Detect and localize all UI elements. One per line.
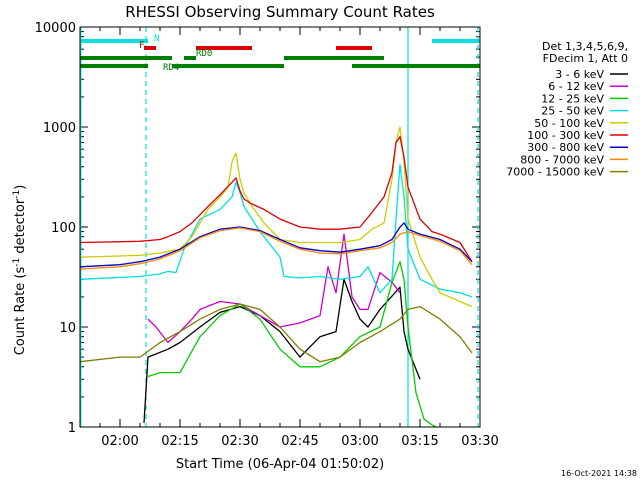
y-tick-label: 1000 xyxy=(43,121,76,136)
series-line-50-100-kev xyxy=(79,126,473,308)
x-tick-label: 02:45 xyxy=(281,434,318,449)
series-line-800-7000-kev xyxy=(79,227,473,270)
plot-area: 1 10 100 1000 10000 02:00 02:15 02:30 02:45 03:00… xyxy=(35,21,499,449)
flag-label-rd0: RD0 xyxy=(196,49,212,59)
series-line-25-50-kev xyxy=(79,164,473,298)
legend-label-50-100-kev: 50 - 100 keV xyxy=(534,117,604,130)
y-axis-label-part1: Count Rate (s xyxy=(13,267,28,356)
legend-label-12-25-kev: 12 - 25 keV xyxy=(541,92,604,105)
y-axis-title: Count Rate (s-1 detector-1) xyxy=(12,185,28,356)
y-tick-label: 1 xyxy=(68,421,76,436)
series-line-300-800-kev xyxy=(79,222,473,268)
x-tick-label: 03:30 xyxy=(461,434,498,449)
y-axis-label-sup2: -1 xyxy=(12,190,22,199)
plot-frame xyxy=(79,26,481,428)
series-line-7000-15000-kev xyxy=(79,303,473,363)
y-axis-label-sup1: -1 xyxy=(12,258,22,267)
x-tick-label: 03:15 xyxy=(401,434,438,449)
legend: Det 1,3,4,5,6,9,FDecim 1, Att 0 3 - 6 keV… xyxy=(506,40,628,179)
y-tick-label: 10000 xyxy=(35,21,76,36)
legend-label-300-800-kev: 300 - 800 keV xyxy=(527,141,604,154)
series-line-3-6-kev xyxy=(143,278,421,423)
series-line-12-25-kev xyxy=(147,261,437,428)
chart-title: RHESSI Observing Summary Count Rates xyxy=(125,3,435,21)
flag-label-n: N xyxy=(154,34,159,44)
y-axis-label-part3: ) xyxy=(13,185,28,190)
legend-header-line: Det 1,3,4,5,6,9, xyxy=(542,40,628,53)
legend-label-6-12-kev: 6 - 12 keV xyxy=(548,80,604,93)
legend-header-line: FDecim 1, Att 0 xyxy=(543,52,628,65)
x-tick-label: 02:30 xyxy=(221,434,258,449)
x-tick-label: 03:00 xyxy=(341,434,378,449)
series-line-6-12-kev xyxy=(147,233,401,344)
series-line-100-300-kev xyxy=(79,136,473,263)
legend-label-3-6-kev: 3 - 6 keV xyxy=(555,68,604,81)
y-tick-label: 100 xyxy=(51,221,76,236)
flag-label-rd4: RD4 xyxy=(163,63,179,73)
x-axis-title: Start Time (06-Apr-04 01:50:02) xyxy=(176,457,384,472)
y-tick-label: 10 xyxy=(59,321,76,336)
legend-label-25-50-kev: 25 - 50 keV xyxy=(541,105,604,118)
y-axis-label-part2: detector xyxy=(13,198,28,258)
legend-label-7000-15000-kev: 7000 - 15000 keV xyxy=(506,166,604,179)
footer-timestamp: 16-Oct-2021 14:38 xyxy=(561,469,637,478)
legend-label-800-7000-kev: 800 - 7000 keV xyxy=(520,153,604,166)
flag-label-f: F xyxy=(139,41,144,51)
x-tick-label: 02:15 xyxy=(161,434,198,449)
legend-label-100-300-kev: 100 - 300 keV xyxy=(527,129,604,142)
svg-text:Count Rate (s-1 detector-1): Count Rate (s-1 detector-1) xyxy=(12,185,28,356)
x-tick-label: 02:00 xyxy=(101,434,138,449)
